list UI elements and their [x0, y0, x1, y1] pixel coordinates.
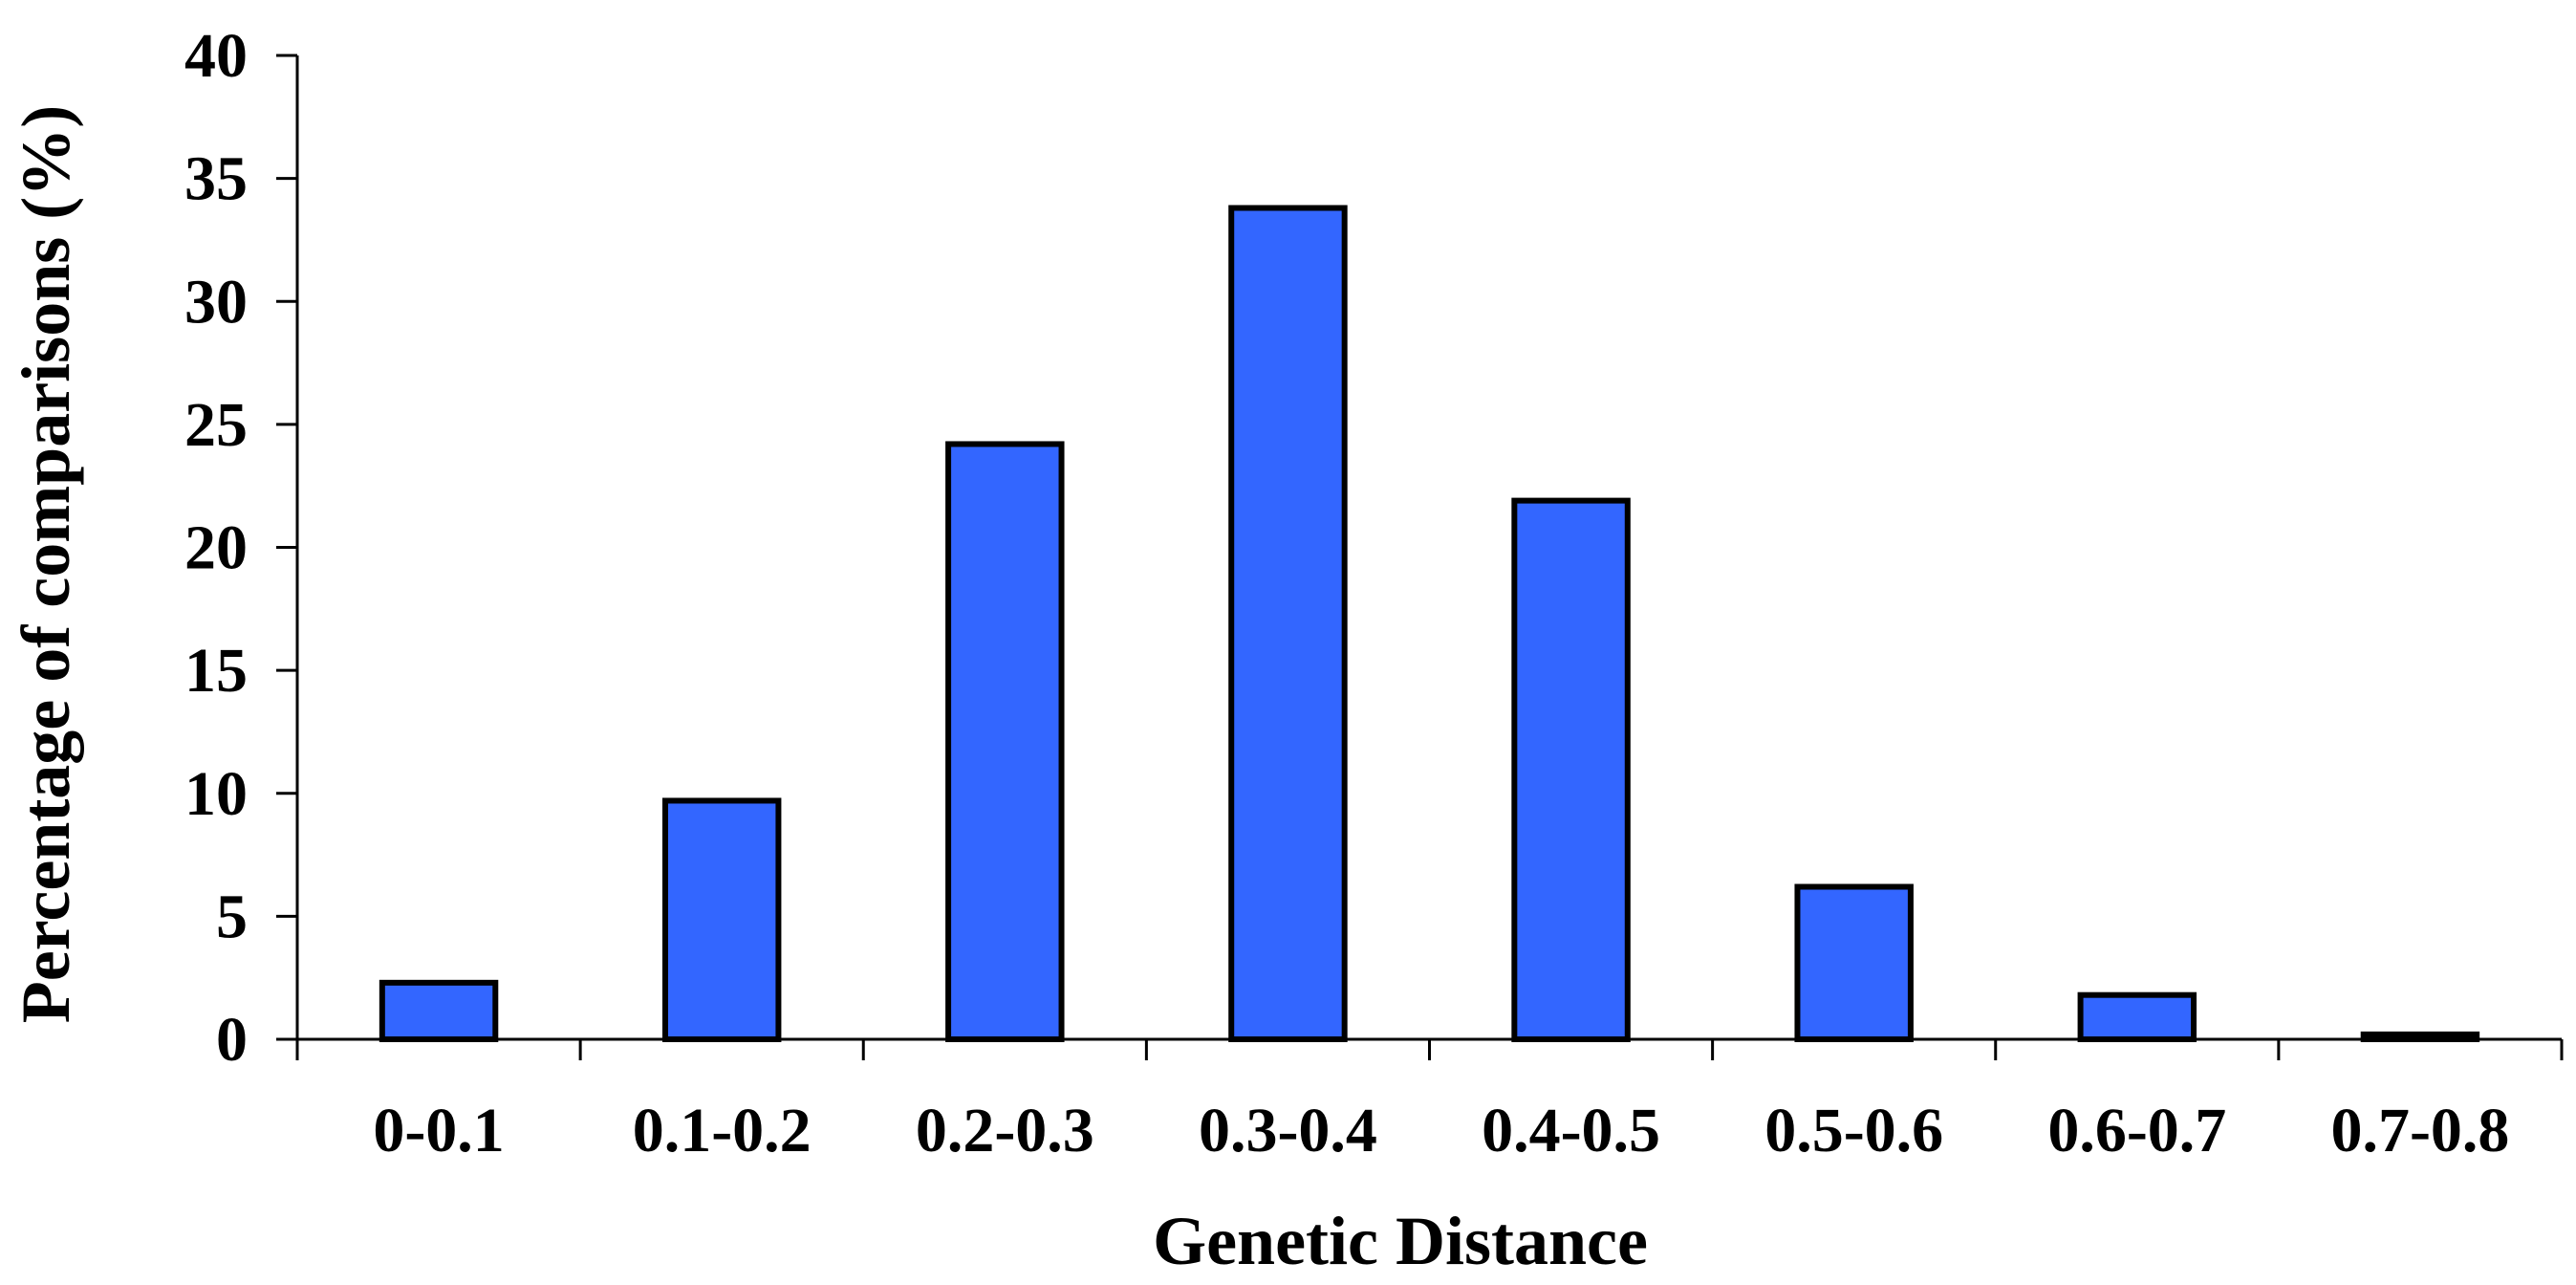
- bar: [1511, 497, 1631, 1042]
- y-tick-label: 20: [184, 513, 248, 583]
- x-tick-label: 0.2-0.3: [916, 1096, 1094, 1165]
- y-tick-label: 40: [184, 21, 248, 91]
- y-tick-label: 25: [184, 390, 248, 460]
- x-tick-label: 0.7-0.8: [2330, 1096, 2509, 1165]
- x-tick-label: 0.5-0.6: [1764, 1096, 1943, 1165]
- bar: [2077, 991, 2197, 1042]
- tick-labels: 0 5 10 15 20 25 30 35 40 0-0.1 0.1-0.2 0.2-0.3 0.3-0…: [184, 21, 2509, 1165]
- bar: [661, 797, 782, 1043]
- x-tick-label: 0.6-0.7: [2047, 1096, 2226, 1165]
- bar: [945, 441, 1065, 1042]
- bar: [2360, 1031, 2480, 1042]
- y-tick-label: 35: [184, 144, 248, 214]
- x-tick-label: 0.1-0.2: [633, 1096, 812, 1165]
- y-tick-label: 0: [216, 1005, 248, 1075]
- bar: [1794, 883, 1914, 1042]
- x-tick-label: 0-0.1: [373, 1096, 504, 1165]
- x-tick-label: 0.3-0.4: [1199, 1096, 1377, 1165]
- bar: [1228, 205, 1348, 1042]
- x-axis: [295, 1037, 2564, 1060]
- bar: [379, 979, 499, 1043]
- y-tick-label: 5: [216, 882, 248, 951]
- bars: [379, 205, 2480, 1043]
- y-tick-label: 15: [184, 636, 248, 706]
- x-axis-title: Genetic Distance: [1153, 1203, 1648, 1279]
- x-tick-label: 0.4-0.5: [1482, 1096, 1660, 1165]
- y-axis-title: Percentage of comparisons (%): [8, 105, 84, 1023]
- y-tick-label: 30: [184, 267, 248, 337]
- y-tick-label: 10: [184, 759, 248, 829]
- y-axis: [276, 54, 299, 1041]
